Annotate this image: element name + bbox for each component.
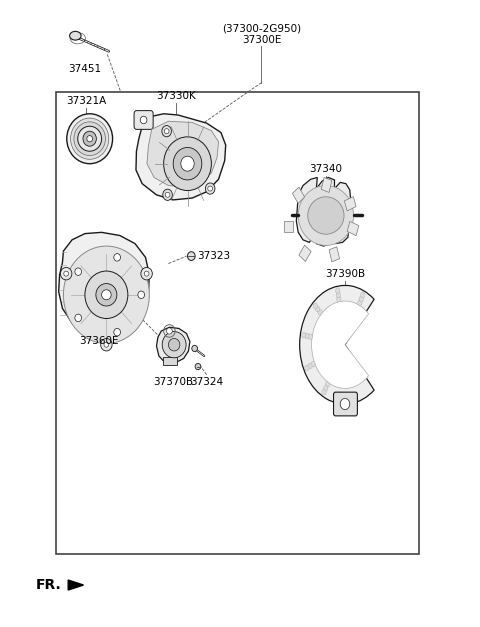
Ellipse shape [167, 328, 172, 334]
Ellipse shape [85, 271, 128, 319]
Ellipse shape [305, 333, 309, 339]
Ellipse shape [101, 339, 112, 351]
FancyBboxPatch shape [134, 110, 153, 129]
Ellipse shape [70, 31, 81, 40]
Ellipse shape [192, 345, 198, 352]
Ellipse shape [67, 113, 113, 164]
Ellipse shape [64, 271, 69, 276]
Polygon shape [136, 113, 226, 200]
Ellipse shape [75, 268, 82, 275]
Ellipse shape [315, 306, 320, 312]
Ellipse shape [138, 291, 144, 298]
Ellipse shape [208, 186, 213, 191]
Ellipse shape [144, 271, 149, 276]
Ellipse shape [75, 314, 82, 322]
Ellipse shape [181, 156, 194, 171]
Ellipse shape [324, 386, 328, 391]
Ellipse shape [114, 329, 120, 336]
Ellipse shape [71, 118, 109, 159]
Ellipse shape [195, 364, 201, 370]
Wedge shape [300, 285, 374, 404]
Bar [344, 197, 356, 211]
Text: 37300E: 37300E [242, 35, 281, 45]
Bar [321, 177, 332, 192]
Ellipse shape [164, 137, 211, 191]
Ellipse shape [340, 398, 350, 409]
Ellipse shape [114, 254, 120, 261]
Text: 37390B: 37390B [325, 269, 365, 279]
Ellipse shape [188, 251, 195, 260]
Polygon shape [59, 233, 149, 334]
Text: 37360E: 37360E [80, 336, 119, 346]
Ellipse shape [313, 303, 317, 308]
Ellipse shape [96, 283, 117, 306]
Ellipse shape [83, 131, 96, 146]
Ellipse shape [78, 126, 102, 151]
Ellipse shape [104, 342, 109, 347]
Polygon shape [296, 177, 351, 246]
Ellipse shape [205, 183, 215, 194]
Ellipse shape [305, 365, 309, 371]
Ellipse shape [359, 296, 363, 302]
Ellipse shape [358, 300, 362, 305]
Bar [299, 245, 311, 261]
Text: 37340: 37340 [310, 164, 342, 174]
Polygon shape [68, 580, 84, 590]
Ellipse shape [162, 125, 171, 137]
Bar [56, 92, 419, 554]
Bar [292, 187, 305, 203]
Text: (37300-2G950): (37300-2G950) [222, 24, 301, 34]
Ellipse shape [74, 122, 106, 155]
Ellipse shape [165, 192, 170, 198]
Ellipse shape [325, 382, 329, 387]
Ellipse shape [173, 147, 202, 180]
Text: 37321A: 37321A [66, 97, 107, 106]
Text: 37330K: 37330K [156, 92, 195, 102]
Ellipse shape [298, 186, 354, 245]
Ellipse shape [63, 246, 149, 344]
Ellipse shape [336, 292, 340, 298]
Ellipse shape [140, 116, 147, 124]
Ellipse shape [164, 129, 169, 134]
Bar [284, 221, 293, 232]
Polygon shape [156, 327, 190, 364]
Text: 37323: 37323 [197, 251, 230, 261]
Ellipse shape [102, 290, 111, 300]
Ellipse shape [163, 189, 172, 201]
Bar [347, 221, 359, 236]
Bar [163, 357, 177, 365]
Ellipse shape [336, 288, 340, 293]
Ellipse shape [360, 292, 365, 298]
Ellipse shape [322, 389, 326, 395]
Ellipse shape [308, 197, 344, 234]
Text: 37370B: 37370B [153, 377, 193, 387]
Ellipse shape [141, 268, 152, 280]
Ellipse shape [311, 361, 315, 367]
Ellipse shape [301, 332, 306, 338]
Bar [329, 247, 339, 262]
Ellipse shape [87, 135, 93, 142]
Polygon shape [147, 121, 218, 187]
Wedge shape [312, 301, 369, 388]
Ellipse shape [308, 334, 312, 339]
Ellipse shape [162, 332, 186, 358]
Ellipse shape [168, 339, 180, 351]
Ellipse shape [318, 309, 322, 315]
Ellipse shape [60, 268, 72, 280]
Ellipse shape [308, 363, 312, 369]
Text: 37324: 37324 [190, 377, 223, 387]
Ellipse shape [336, 297, 341, 302]
FancyBboxPatch shape [334, 392, 358, 416]
Text: FR.: FR. [36, 578, 61, 592]
Text: 37451: 37451 [68, 64, 101, 74]
